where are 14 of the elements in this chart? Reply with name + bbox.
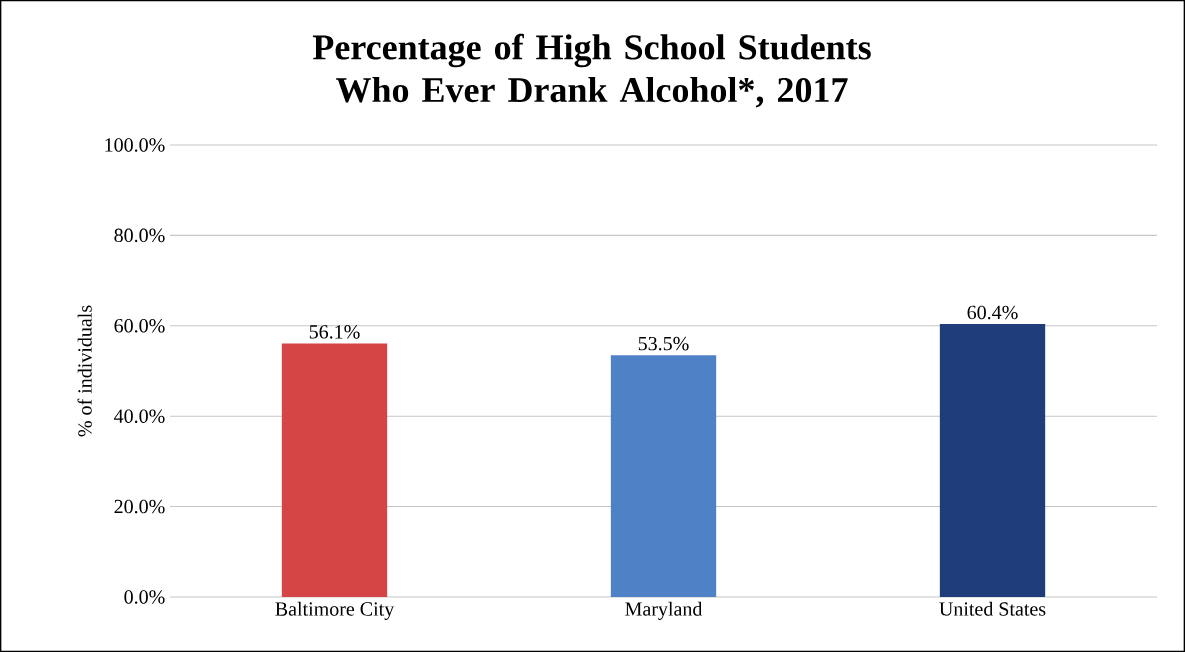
x-tick-label: United States bbox=[939, 601, 1046, 616]
y-tick-label: 40.0% bbox=[114, 409, 165, 423]
x-tick-label: Maryland bbox=[625, 601, 703, 620]
data-label: 60.4% bbox=[967, 305, 1018, 320]
y-tick-label: 100.0% bbox=[105, 138, 165, 152]
y-tick-label: 20.0% bbox=[114, 499, 165, 514]
y-tick-label: 80.0% bbox=[114, 228, 165, 243]
y-tick-label: 60.0% bbox=[114, 319, 165, 333]
x-tick-label: Baltimore City bbox=[275, 601, 395, 620]
data-label: 53.5% bbox=[638, 336, 689, 351]
data-label: 56.1% bbox=[309, 325, 360, 339]
y-tick-label: 0.0% bbox=[124, 590, 165, 604]
chart-title: Percentage of High School Students Who Ever Drank Alcohol*, 2017 bbox=[312, 33, 871, 108]
y-axis-title: % of individuals bbox=[77, 305, 92, 437]
